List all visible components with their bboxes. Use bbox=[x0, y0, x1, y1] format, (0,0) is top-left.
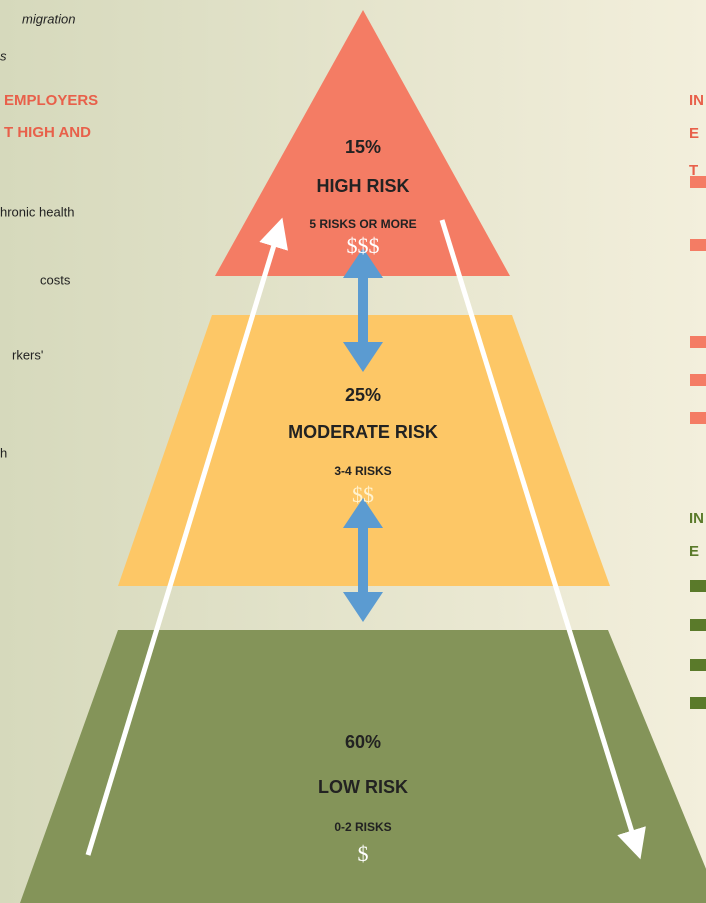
cost: $$ bbox=[352, 482, 374, 507]
risks: 3-4 RISKS bbox=[334, 464, 391, 478]
intro: migration bbox=[22, 11, 75, 26]
item: h bbox=[0, 445, 7, 460]
percent: 25% bbox=[345, 385, 381, 405]
cost: $ bbox=[358, 841, 369, 866]
low-tier bbox=[20, 630, 706, 903]
label: HIGH RISK bbox=[316, 176, 409, 196]
item: costs bbox=[40, 272, 71, 287]
heading: T bbox=[689, 162, 698, 179]
high-tier bbox=[215, 10, 510, 276]
heading: IN bbox=[689, 92, 704, 109]
risks: 0-2 RISKS bbox=[334, 820, 391, 834]
percent: 60% bbox=[345, 732, 381, 752]
up-arrow bbox=[85, 217, 288, 856]
item: hronic health bbox=[0, 204, 74, 219]
heading: IN bbox=[689, 510, 704, 527]
label: LOW RISK bbox=[318, 777, 408, 797]
percent: 15% bbox=[345, 137, 381, 157]
heading: EMPLOYERS bbox=[4, 92, 98, 109]
bullets bbox=[690, 176, 706, 424]
heading: E bbox=[689, 125, 699, 142]
moderate-tier bbox=[118, 315, 610, 586]
intro: s bbox=[0, 48, 7, 63]
label: MODERATE RISK bbox=[288, 422, 438, 442]
risks: 5 RISKS OR MORE bbox=[309, 217, 416, 231]
cost: $$$ bbox=[347, 233, 380, 258]
bullets bbox=[690, 580, 706, 709]
down-arrow bbox=[439, 219, 646, 860]
item: rkers' bbox=[12, 347, 43, 362]
heading: E bbox=[689, 543, 699, 560]
double-arrow bbox=[343, 248, 383, 622]
heading: T HIGH AND bbox=[4, 124, 91, 141]
